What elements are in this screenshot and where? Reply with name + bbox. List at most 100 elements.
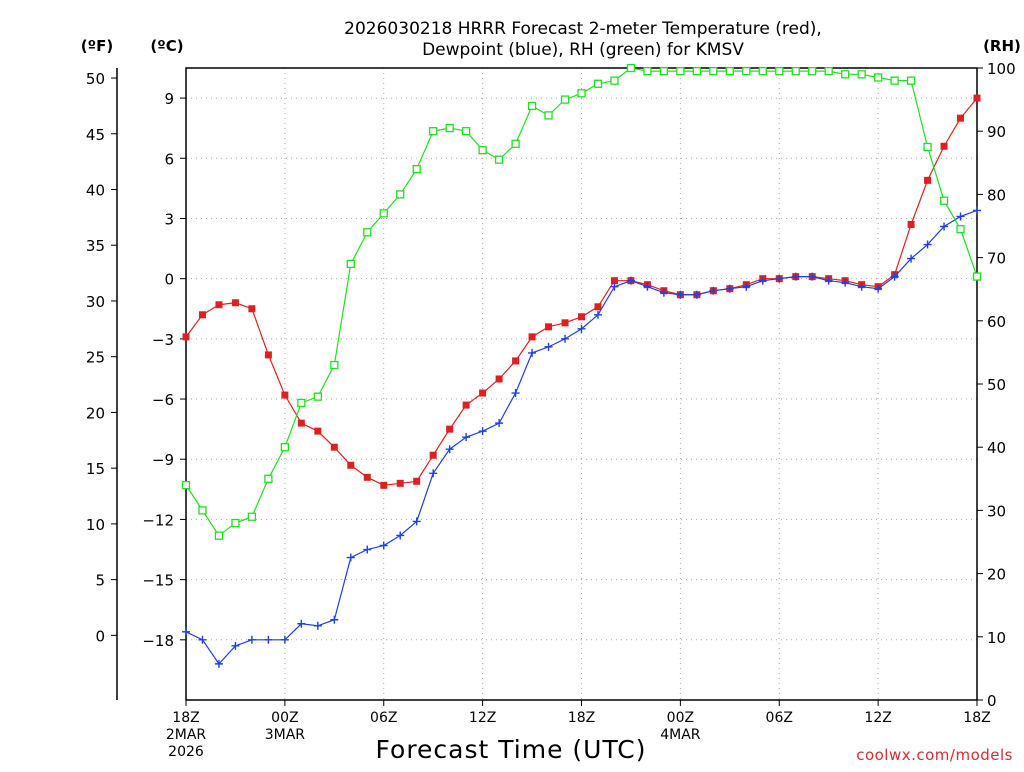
dewpoint-point: [692, 290, 701, 299]
rh-tick-label: 80: [987, 186, 1006, 204]
dewpoint-point: [725, 284, 734, 293]
dewpoint-point: [429, 469, 438, 478]
dewpoint-point: [709, 286, 718, 295]
rh-point: [527, 101, 537, 111]
x-tick-label: 18Z: [963, 710, 990, 726]
dewpoint-point: [396, 531, 405, 540]
rh-point: [791, 67, 800, 76]
rh-point: [775, 67, 784, 76]
dewpoint-point: [791, 272, 800, 281]
dewpoint-point: [841, 278, 850, 287]
fahrenheit-tick-label: 25: [86, 349, 105, 367]
celsius-tick-label: 6: [164, 150, 174, 168]
celsius-tick-label: 0: [164, 271, 174, 289]
celsius-axis-unit: (ºC): [150, 37, 183, 55]
dewpoint-point: [907, 254, 916, 263]
fahrenheit-tick-label: 0: [95, 627, 105, 645]
dewpoint-point: [412, 517, 421, 526]
rh-point: [247, 512, 257, 521]
dewpoint-point: [264, 635, 273, 644]
celsius-tick-label: −12: [142, 511, 174, 529]
temperature-point: [347, 461, 355, 469]
dewpoint-point: [643, 282, 652, 291]
rh-point: [824, 67, 833, 76]
dewpoint-point: [593, 310, 602, 319]
chart-title-line2: Dewpoint (blue), RH (green) for KMSV: [422, 40, 744, 60]
dewpoint-point: [297, 619, 306, 628]
temperature-point: [198, 311, 206, 319]
rh-point: [231, 518, 240, 528]
temperature-point: [314, 427, 322, 435]
fahrenheit-tick-label: 40: [86, 181, 105, 199]
rh-point: [461, 127, 471, 136]
x-tick-label: 00Z: [667, 710, 694, 726]
rh-point: [610, 76, 619, 85]
rh-point: [544, 111, 553, 120]
rh-point: [725, 67, 734, 76]
fahrenheit-tick-label: 15: [86, 460, 105, 478]
dewpoint-point: [808, 272, 817, 281]
dewpoint-point: [198, 635, 207, 644]
temperature-point: [957, 114, 965, 122]
temperature-point: [281, 391, 289, 399]
dewpoint-point: [544, 342, 553, 351]
chart-title-line1: 2026030218 HRRR Forecast 2-meter Tempera…: [344, 19, 822, 39]
dewpoint-point: [280, 635, 289, 644]
rh-point: [297, 398, 306, 408]
temperature-point: [396, 479, 404, 487]
rh-point: [214, 531, 224, 540]
temperature-point: [363, 473, 371, 481]
dewpoint-point: [626, 276, 635, 285]
dewpoint-point: [511, 389, 520, 398]
rh-point: [692, 67, 702, 76]
rh-point: [676, 67, 685, 76]
temperature-point: [264, 351, 272, 359]
rh-tick-label: 60: [987, 313, 1006, 331]
rh-tick-label: 30: [987, 502, 1006, 520]
dewpoint-point: [182, 627, 190, 636]
x-tick-label: 18Z: [172, 710, 199, 726]
fahrenheit-tick-label: 30: [86, 293, 105, 311]
dewpoint-point: [363, 545, 372, 554]
rh-point: [626, 63, 636, 73]
dewpoint-point: [561, 334, 570, 343]
rh-point: [923, 142, 932, 152]
temperature-point: [231, 299, 239, 307]
dewpoint-point: [231, 641, 240, 650]
rh-tick-label: 10: [987, 629, 1006, 647]
celsius-tick-label: −15: [142, 572, 174, 590]
temperature-line: [185, 97, 978, 486]
temperature-point: [413, 477, 421, 485]
fahrenheit-tick-label: 35: [86, 237, 105, 255]
rh-point: [841, 70, 850, 79]
dewpoint-point: [676, 290, 685, 299]
rh-tick-label: 100: [987, 60, 1016, 78]
dewpoint-point: [495, 419, 504, 428]
rh-point: [313, 392, 322, 401]
temperature-point: [330, 443, 338, 451]
dewpoint-point: [462, 433, 471, 442]
rh-tick-label: 70: [987, 250, 1006, 268]
temperature-point: [479, 389, 487, 397]
dewpoint-point: [577, 324, 586, 333]
dewpoint-point: [874, 284, 883, 293]
rh-axis-unit: (RH): [983, 37, 1021, 55]
rh-point: [758, 67, 767, 76]
x-tick-label: 12Z: [864, 710, 891, 726]
dewpoint-point: [824, 276, 833, 285]
temperature-point: [429, 451, 437, 459]
dewpoint-point: [758, 276, 767, 285]
dewpoint-point: [478, 427, 487, 436]
dewpoint-point: [247, 635, 256, 644]
rh-point: [643, 67, 652, 76]
temperature-point: [380, 481, 388, 489]
temperature-point: [495, 375, 503, 383]
dewpoint-point: [330, 615, 339, 624]
temperature-point: [924, 176, 932, 184]
dewpoint-point: [659, 288, 668, 297]
x-tick-label: 4MAR: [660, 727, 701, 743]
celsius-tick-label: −18: [142, 632, 174, 650]
dewpoint-point: [313, 621, 322, 630]
